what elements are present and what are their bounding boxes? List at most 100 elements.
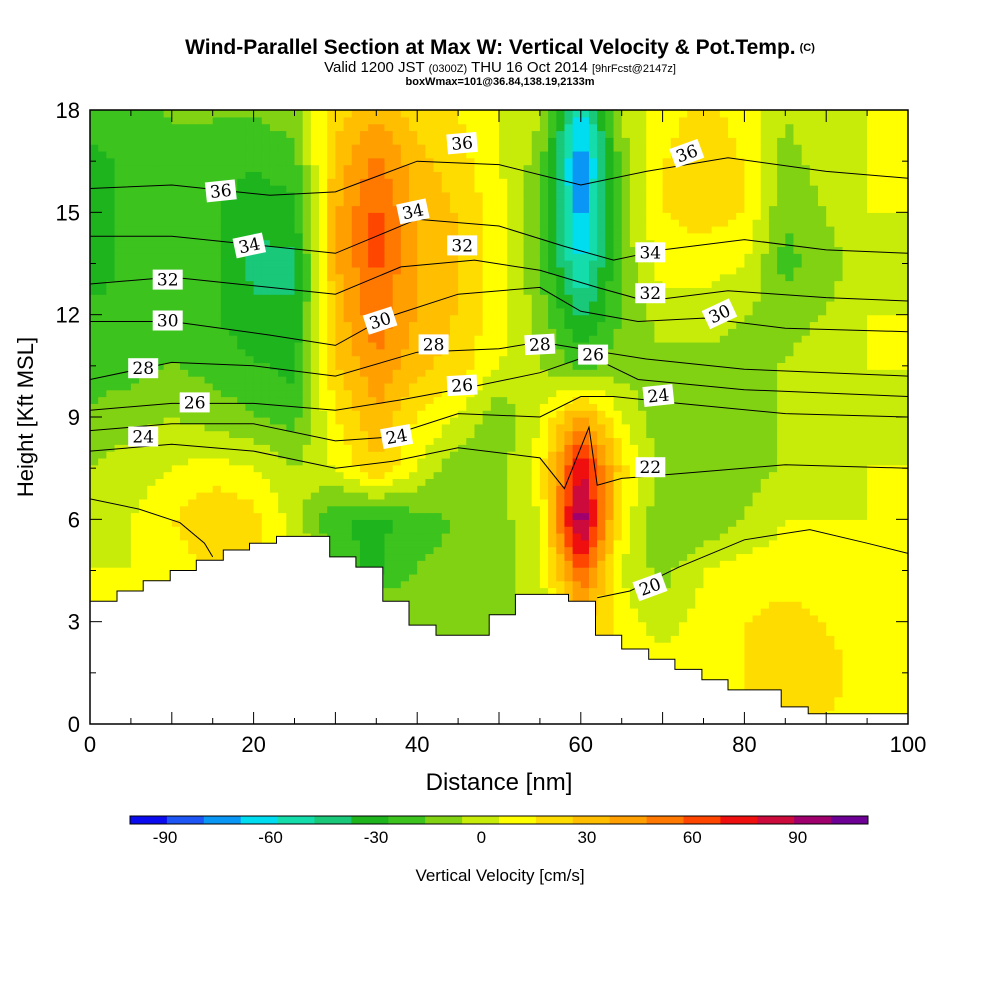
field-cell — [777, 676, 786, 684]
field-cell — [286, 382, 296, 391]
field-cell — [278, 519, 287, 527]
field-cell — [695, 471, 705, 479]
field-cell — [613, 560, 623, 568]
field-cell — [507, 382, 516, 391]
field-cell — [809, 635, 819, 643]
field-cell — [736, 676, 745, 684]
field-cell — [826, 642, 835, 650]
field-cell — [588, 594, 598, 602]
field-cell — [842, 648, 852, 657]
field-cell — [539, 498, 549, 507]
field-cell — [785, 683, 795, 691]
field-cell — [597, 560, 606, 568]
field-cell — [850, 471, 860, 479]
field-cell — [433, 457, 443, 466]
field-cell — [883, 662, 893, 671]
field-cell — [122, 526, 132, 534]
field-cell — [212, 498, 222, 507]
field-cell — [793, 696, 803, 705]
field-cell — [482, 423, 492, 432]
field-cell — [613, 423, 623, 432]
field-cell — [433, 532, 443, 541]
field-cell — [106, 389, 116, 398]
field-cell — [474, 621, 484, 630]
field-cell — [449, 560, 459, 568]
field-cell — [433, 478, 443, 486]
field-cell — [793, 635, 803, 643]
field-cell — [359, 451, 369, 459]
field-cell — [539, 567, 549, 575]
field-cell — [662, 539, 672, 548]
field-cell — [834, 471, 844, 479]
field-cell — [269, 403, 279, 411]
field-cell — [654, 437, 664, 445]
field-cell — [662, 492, 672, 500]
field-cell — [548, 498, 557, 507]
field-cell — [400, 478, 410, 486]
field-cell — [842, 471, 852, 479]
field-cell — [818, 464, 827, 473]
field-cell — [777, 492, 786, 500]
field-cell — [719, 621, 729, 630]
field-cell — [760, 621, 770, 630]
field-cell — [539, 492, 549, 500]
field-cell — [499, 498, 508, 507]
field-cell — [539, 587, 549, 595]
field-cell — [278, 485, 287, 493]
field-cell — [793, 457, 803, 466]
field-cell — [785, 396, 795, 404]
field-cell — [858, 539, 868, 548]
field-cell — [466, 430, 476, 439]
field-cell — [179, 526, 189, 534]
field-cell — [425, 444, 435, 452]
field-cell — [711, 437, 721, 445]
field-cell — [171, 512, 181, 520]
field-cell — [523, 410, 533, 418]
field-cell — [777, 635, 786, 643]
field-cell — [801, 587, 811, 595]
field-cell — [286, 519, 296, 527]
field-cell — [359, 505, 369, 514]
field-cell — [834, 498, 844, 507]
field-cell — [106, 471, 116, 479]
field-cell — [507, 396, 516, 404]
field-cell — [147, 573, 157, 582]
field-cell — [188, 382, 197, 391]
field-cell — [883, 539, 893, 548]
field-cell — [809, 648, 819, 657]
field-cell — [858, 389, 868, 398]
field-cell — [155, 505, 165, 514]
field-cell — [687, 410, 696, 418]
field-cell — [417, 403, 426, 411]
field-cell — [850, 608, 860, 616]
field-cell — [752, 485, 762, 493]
field-cell — [899, 676, 908, 684]
field-cell — [122, 485, 132, 493]
field-cell — [409, 437, 418, 445]
field-cell — [736, 478, 745, 486]
field-cell — [842, 464, 852, 473]
field-cell — [515, 587, 525, 595]
field-cell — [515, 485, 525, 493]
field-cell — [523, 451, 533, 459]
field-cell — [678, 478, 688, 486]
field-cell — [736, 519, 745, 527]
field-cell — [384, 553, 394, 561]
field-cell — [736, 498, 745, 507]
field-cell — [351, 410, 361, 418]
field-cell — [572, 526, 582, 534]
field-cell — [499, 573, 508, 582]
field-cell — [188, 498, 197, 507]
field-cell — [106, 573, 116, 582]
field-cell — [400, 580, 410, 589]
field-cell — [482, 417, 492, 425]
field-cell — [621, 505, 631, 514]
field-cell — [98, 417, 107, 425]
field-cell — [703, 621, 713, 630]
field-cell — [818, 553, 827, 561]
copyright-mark: (C) — [799, 42, 815, 54]
field-cell — [670, 444, 680, 452]
field-cell — [204, 539, 214, 548]
field-cell — [629, 546, 639, 555]
field-cell — [449, 512, 459, 520]
